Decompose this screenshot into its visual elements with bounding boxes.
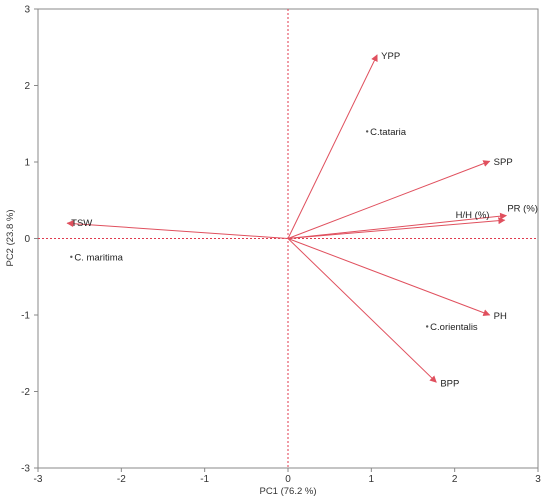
- vector-label-ph: PH: [494, 311, 507, 322]
- x-tick-label: -3: [34, 474, 43, 485]
- point-c-tataria: [365, 130, 369, 133]
- y-tick-label: 1: [24, 158, 30, 169]
- observation-points: C.tataria C. maritima C.orientalis: [70, 127, 478, 333]
- vector-label-ypp: YPP: [381, 51, 400, 62]
- point-label-c-maritima: C. maritima: [74, 252, 123, 263]
- point-c-orientalis: [425, 325, 429, 328]
- y-axis-ticks: -3 -2 -1 0 1 2 3: [21, 5, 38, 475]
- x-tick-label: 3: [535, 474, 541, 485]
- loading-vectors: YPP SPP PR (%) H/H (%) TSW PH BPP: [66, 51, 538, 389]
- x-tick-label: 0: [285, 474, 291, 485]
- vector-label-spp: SPP: [494, 157, 513, 168]
- vector-ypp: [287, 54, 378, 239]
- vector-label-h-h: H/H (%): [456, 210, 490, 221]
- y-tick-label: -1: [21, 311, 30, 322]
- point-label-c-tataria: C.tataria: [370, 127, 407, 138]
- x-axis-title: PC1 (76.2 %): [259, 486, 316, 497]
- vector-spp: [287, 160, 491, 239]
- vector-pr: [287, 212, 508, 239]
- x-tick-label: 2: [452, 474, 458, 485]
- y-tick-label: 2: [24, 81, 30, 92]
- vector-label-bpp: BPP: [440, 378, 459, 389]
- x-axis-ticks: -3 -2 -1 0 1 2 3: [34, 468, 541, 485]
- vector-tsw: [66, 220, 289, 239]
- vector-label-pr: PR (%): [507, 204, 538, 215]
- vector-h-h: [287, 217, 506, 239]
- y-tick-label: -3: [21, 464, 30, 475]
- vector-label-tsw: TSW: [71, 218, 92, 229]
- point-c-maritima: [70, 255, 73, 259]
- y-tick-label: 3: [24, 5, 30, 16]
- vector-ph: [287, 238, 491, 317]
- y-tick-label: -2: [21, 387, 30, 398]
- x-tick-label: -1: [200, 474, 209, 485]
- y-tick-label: 0: [24, 234, 30, 245]
- x-tick-label: 1: [369, 474, 375, 485]
- vector-bpp: [287, 238, 437, 383]
- point-label-c-orientalis: C.orientalis: [430, 322, 478, 333]
- x-tick-label: -2: [117, 474, 126, 485]
- y-axis-title: PC2 (23.8 %): [5, 209, 16, 266]
